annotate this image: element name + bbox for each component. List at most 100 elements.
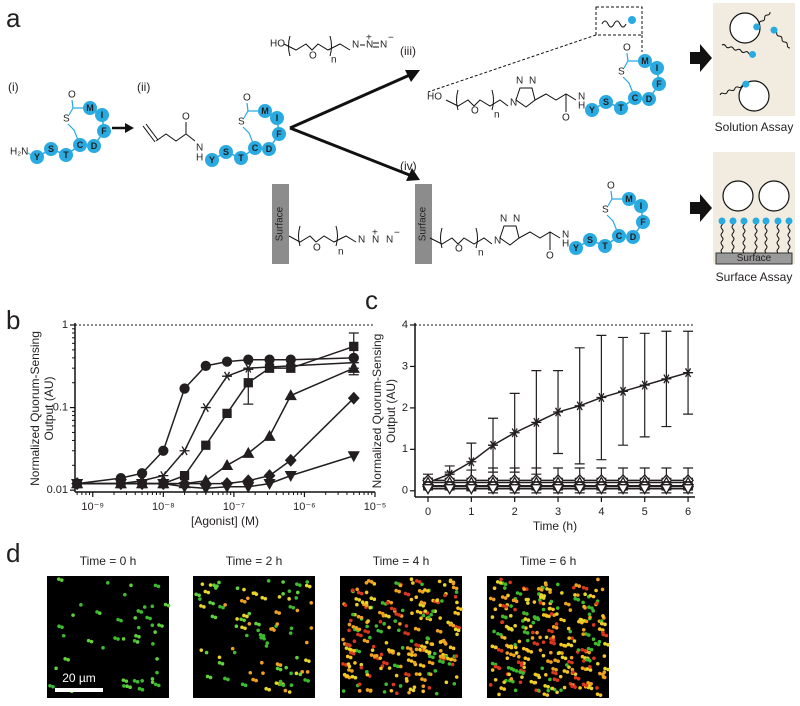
cell-dot [123,592,127,597]
cell-dot [217,661,222,665]
cell-dot [151,642,155,646]
cell-dot [597,639,602,644]
label: N [529,76,536,87]
cell-dot [258,632,263,637]
marker [201,440,211,450]
cell-dot [135,680,140,684]
cell-dot [357,649,362,654]
cell-dot [345,642,349,647]
residue-label: C [252,143,259,153]
cell-dot [521,671,525,675]
cell-dot [409,639,414,643]
residue [585,103,599,117]
cell-dot [382,621,386,626]
cell-dot [603,666,607,671]
cell-dot [287,589,292,593]
marker [220,458,234,470]
cell-dot [585,657,589,662]
cell-dot [155,670,159,675]
cell-dot [522,665,526,670]
residue-label: Y [573,243,579,253]
cell-dot [450,662,455,667]
cell-dot [365,624,369,629]
cell-dot [369,580,374,584]
cell-dot [569,643,574,648]
series-line [77,367,355,485]
marker [263,429,276,441]
cell-dot [410,653,414,657]
cell-dot [532,600,537,604]
cell-dot [427,660,432,665]
cell-dot [449,657,453,662]
cell-dot [435,628,440,633]
cell-dot [295,655,299,660]
x-axis-label: Time (h) [533,519,577,533]
cell-dot [538,600,543,605]
cell-dot [245,614,249,619]
residue-label: M [261,106,269,116]
cell-dot [300,670,305,674]
cell-dot [372,582,377,586]
marker [285,354,296,365]
cell-dot [242,587,246,592]
cell-dot [541,601,546,606]
cell-dot [395,691,399,696]
cell-dot [577,584,581,588]
triazole [515,87,536,108]
cell-dot [277,611,281,615]
cell-dot [542,594,547,598]
label: N [358,235,365,246]
cell-dot [364,669,369,674]
peg-chain [731,220,735,254]
marker [114,478,127,490]
cell-dot [128,685,132,690]
marker [179,470,190,481]
label: O [313,243,321,254]
cell-dot [407,652,411,656]
cell-dot [368,689,373,693]
cell-dot [242,618,246,623]
assay-label: Solution Assay [715,120,794,134]
marker [135,478,149,490]
residue-label: Y [589,105,595,115]
cell-dot [526,618,531,622]
cell-dot [393,619,398,623]
cell-dot [283,688,288,693]
cell-dot [288,604,293,609]
marker [243,354,254,365]
cell-dot [357,627,362,632]
cell-dot [389,688,394,693]
label: N [380,40,387,51]
label: N [494,236,501,247]
label: S [63,114,70,125]
label: − [394,228,400,239]
cell-dot [400,646,405,650]
zoom-chain [601,20,627,28]
label: n [331,55,337,66]
cell-dot [294,671,299,676]
marker [660,484,673,496]
cell-dot [541,653,546,658]
cell-dot [580,654,585,659]
x-tick-label: 10⁻⁸ [152,501,175,513]
peptide [742,80,750,88]
cell-dot [60,578,64,582]
label: O [562,113,570,124]
cell-dot [584,683,589,688]
cell-dot [533,680,538,685]
marker [179,383,190,394]
marker [639,380,650,390]
carbonyl [626,52,629,62]
cell-dot [488,683,493,687]
cell-dot [418,663,423,667]
cell-dot [122,684,126,688]
cell-dot [356,632,360,637]
cell-dot [444,680,449,685]
y-tick-label: 0 [402,485,408,497]
x-tick-label: 1 [468,506,474,518]
cell-dot [560,591,564,595]
cell-dot [95,610,99,614]
cell-dot [429,612,433,617]
cell-dot [357,689,362,693]
cell-dot [509,652,513,657]
